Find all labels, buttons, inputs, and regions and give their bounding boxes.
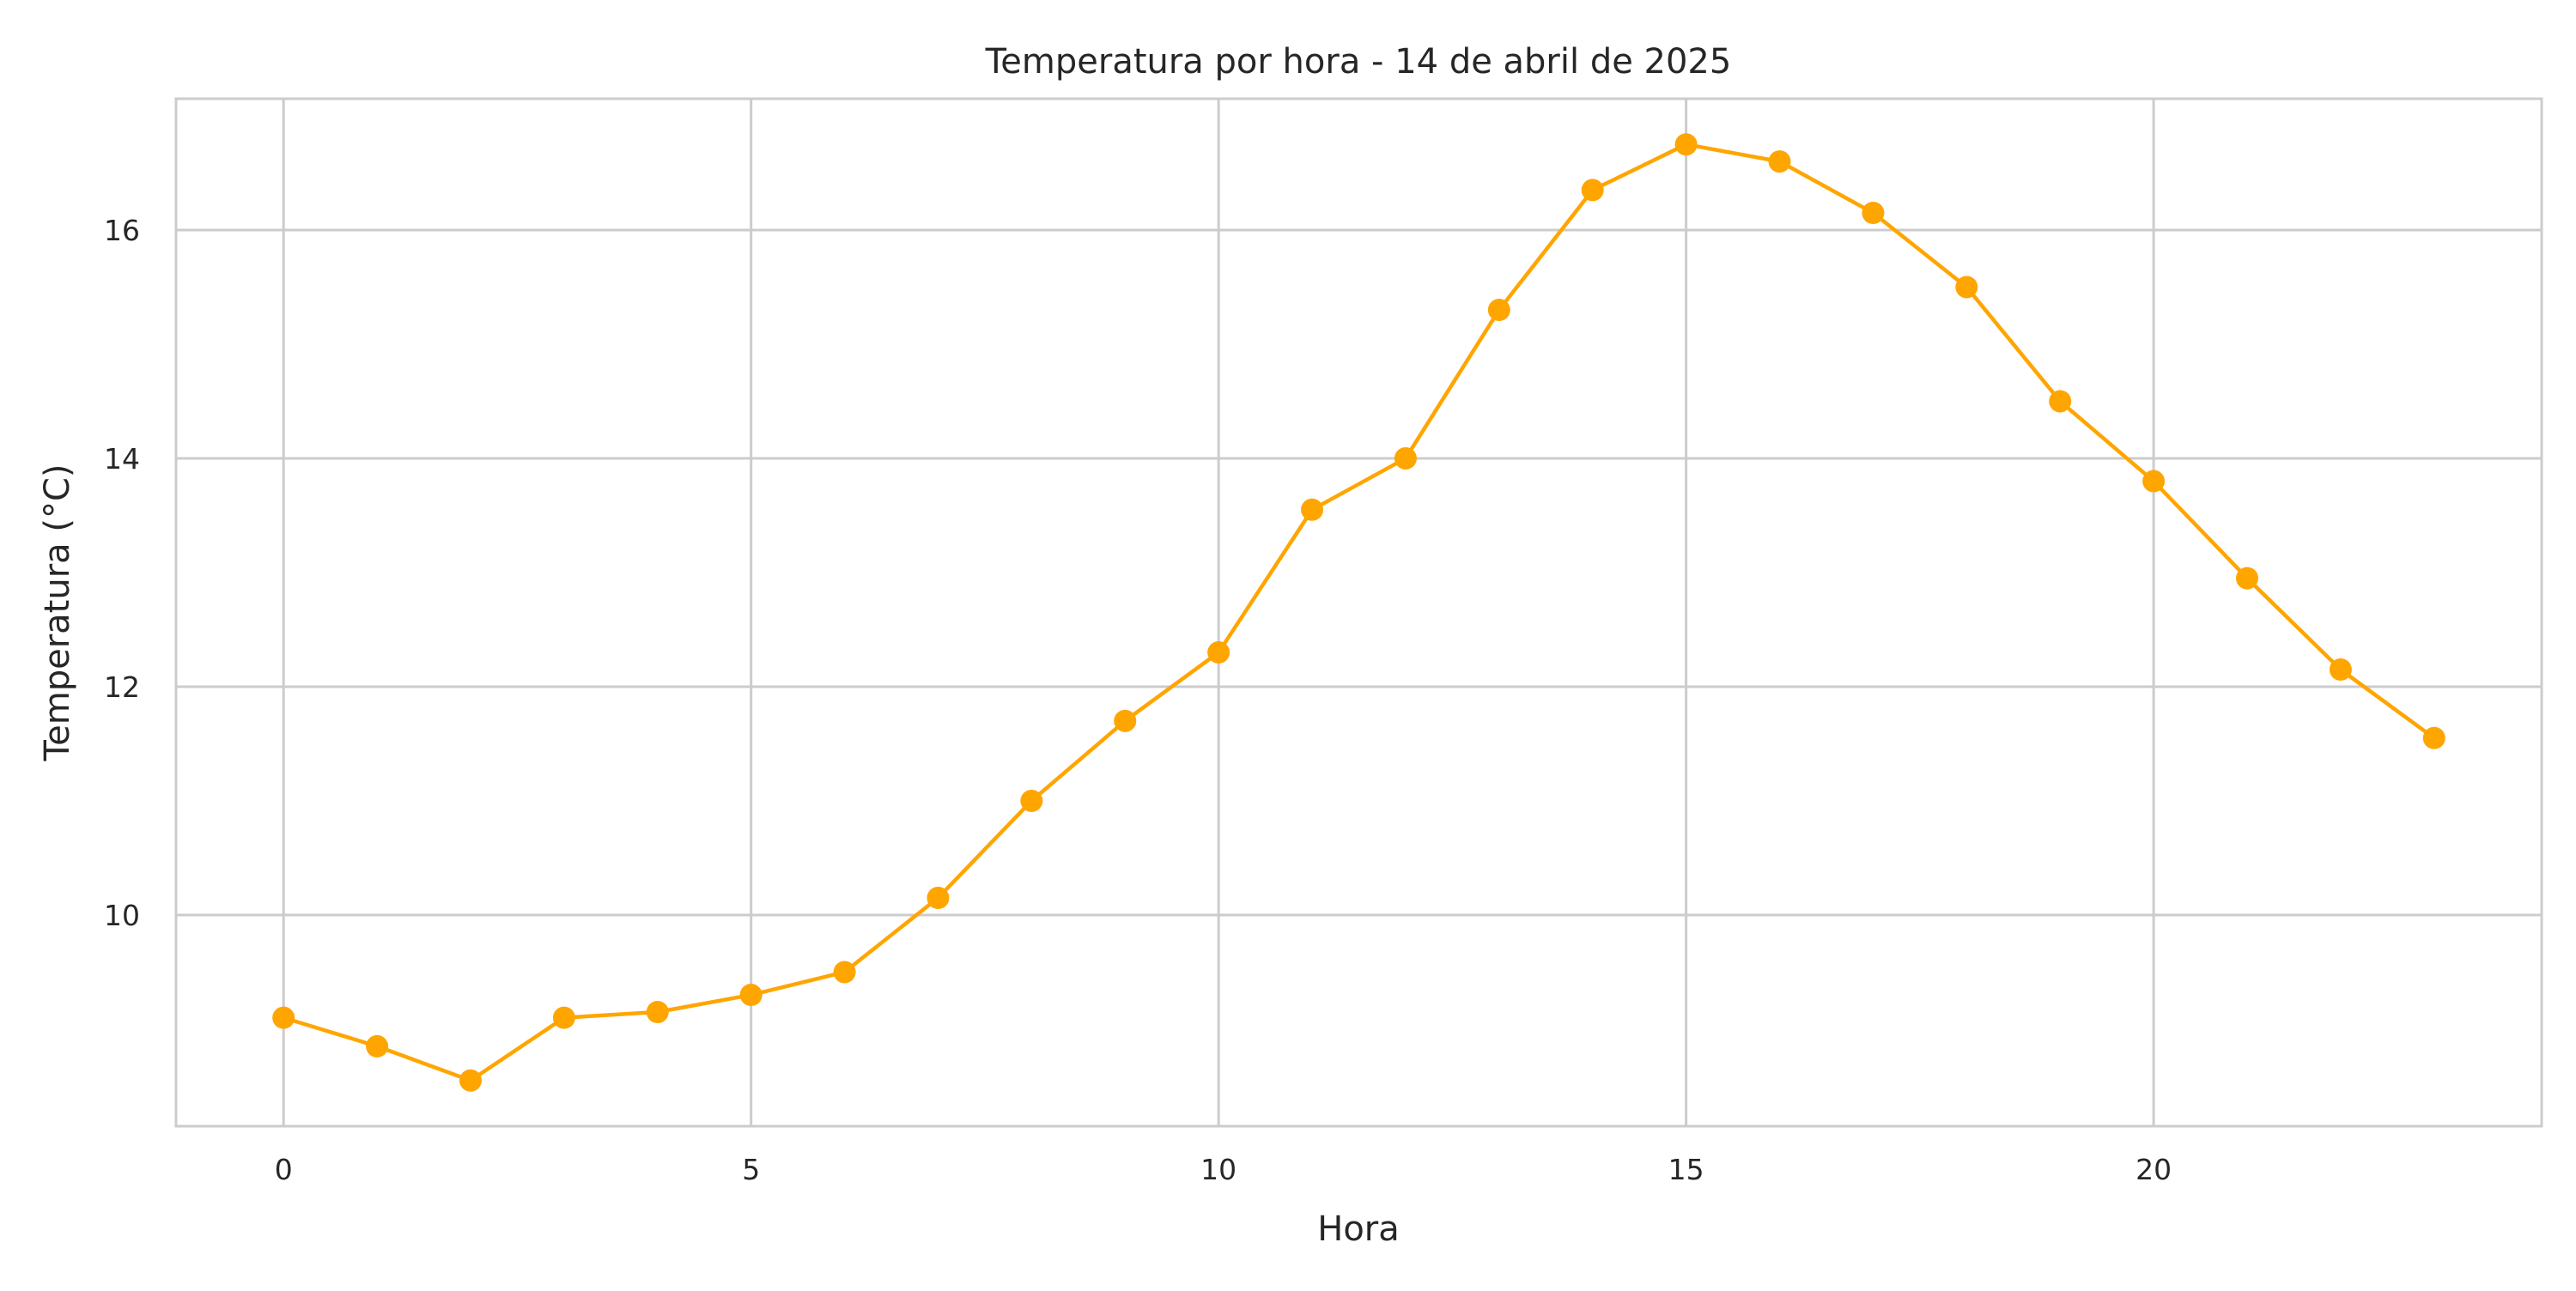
data-point <box>833 961 856 984</box>
data-point <box>1207 641 1230 664</box>
data-point <box>739 984 762 1007</box>
data-point <box>552 1006 575 1029</box>
data-point <box>2049 390 2072 413</box>
data-point <box>1114 709 1137 732</box>
data-point <box>1020 789 1043 812</box>
series-layer <box>272 133 2445 1092</box>
y-tick-label: 14 <box>104 442 140 476</box>
data-point <box>2329 658 2352 681</box>
data-point <box>1955 276 1978 299</box>
data-point <box>2142 470 2166 493</box>
x-tick-label: 5 <box>742 1153 760 1186</box>
data-point <box>366 1034 389 1058</box>
data-point <box>1301 498 1324 521</box>
y-tick-label: 12 <box>104 670 140 704</box>
y-tick-label: 16 <box>104 214 140 247</box>
x-axis-label: Hora <box>1317 1209 1400 1249</box>
chart-title: Temperatura por hora - 14 de abril de 20… <box>985 42 1732 82</box>
data-point <box>272 1006 295 1029</box>
data-point <box>2422 726 2445 749</box>
data-point <box>1674 133 1698 156</box>
y-tick-label: 10 <box>104 899 140 932</box>
x-tick-label: 15 <box>1668 1153 1704 1186</box>
data-point <box>2235 567 2258 590</box>
data-point <box>1862 202 1885 224</box>
x-tick-label: 20 <box>2136 1153 2172 1186</box>
data-point <box>1768 150 1791 173</box>
plot-frame <box>174 97 2543 1128</box>
data-point <box>927 887 950 909</box>
data-point <box>1487 299 1510 322</box>
data-point <box>459 1069 483 1092</box>
x-tick-label: 10 <box>1200 1153 1236 1186</box>
grid <box>176 99 2542 1126</box>
data-point <box>646 1001 669 1023</box>
series-line <box>281 142 2437 1083</box>
data-point <box>1581 179 1604 202</box>
x-tick-label: 0 <box>275 1153 293 1186</box>
y-axis-label: Temperatura (°C) <box>38 464 77 761</box>
data-point <box>1394 446 1417 470</box>
tick-labels: 0 5 10 15 20 10 12 14 16 <box>104 214 2172 1186</box>
